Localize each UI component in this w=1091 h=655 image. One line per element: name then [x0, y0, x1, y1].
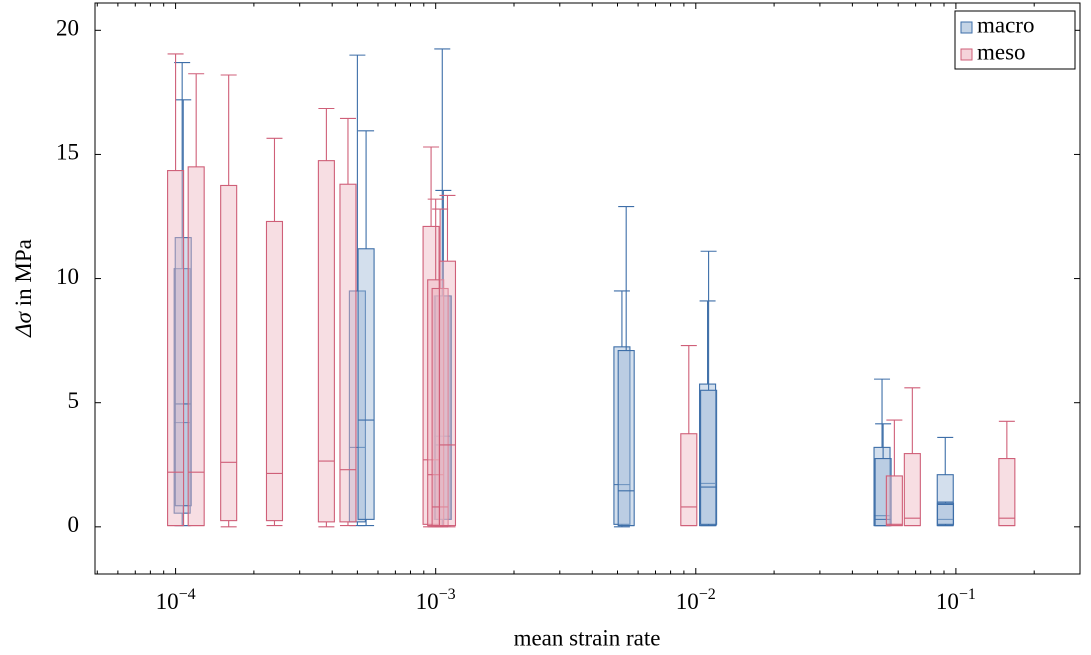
legend-label: meso — [977, 39, 1026, 64]
box — [357, 248, 375, 520]
legend-label: macro — [977, 12, 1034, 37]
x-axis-label: mean strain rate — [514, 625, 661, 650]
box — [348, 290, 366, 523]
legend-swatch — [960, 48, 973, 61]
box — [265, 220, 284, 522]
box — [339, 183, 357, 523]
y-tick-label: 15 — [56, 140, 79, 165]
box — [187, 166, 205, 527]
x-tick-exponent: −1 — [959, 586, 976, 603]
x-tick-label: 10−2 — [676, 586, 716, 615]
x-tick-base: 10 — [676, 589, 699, 614]
x-tick-base: 10 — [156, 589, 179, 614]
y-tick-label: 0 — [68, 512, 80, 537]
x-tick-label: 10−4 — [156, 586, 196, 615]
box — [936, 502, 955, 525]
y-axis-label: Δσ in MPa — [11, 239, 36, 338]
x-tick-label: 10−1 — [936, 586, 976, 615]
box — [680, 433, 698, 527]
box — [438, 260, 457, 527]
box — [220, 184, 238, 522]
box — [903, 453, 921, 527]
box — [700, 389, 718, 525]
box — [173, 268, 191, 514]
x-tick-exponent: −2 — [699, 586, 716, 603]
x-tick-label: 10−3 — [416, 586, 456, 615]
y-tick-label: 20 — [56, 16, 79, 41]
legend-swatch — [960, 21, 973, 34]
y-axis-symbol: Δσ — [11, 310, 36, 337]
box — [885, 475, 903, 527]
legend-box — [954, 10, 1076, 70]
box — [317, 160, 335, 523]
x-tick-base: 10 — [416, 589, 439, 614]
x-tick-exponent: −3 — [439, 586, 456, 603]
y-axis-unit: in MPa — [11, 239, 36, 312]
box — [874, 458, 892, 527]
plot-frame — [94, 2, 1081, 575]
box — [998, 458, 1016, 527]
x-tick-exponent: −4 — [179, 586, 196, 603]
y-tick-label: 10 — [56, 264, 79, 289]
box — [617, 350, 635, 527]
y-tick-label: 5 — [68, 388, 80, 413]
box — [167, 170, 185, 527]
x-tick-base: 10 — [936, 589, 959, 614]
